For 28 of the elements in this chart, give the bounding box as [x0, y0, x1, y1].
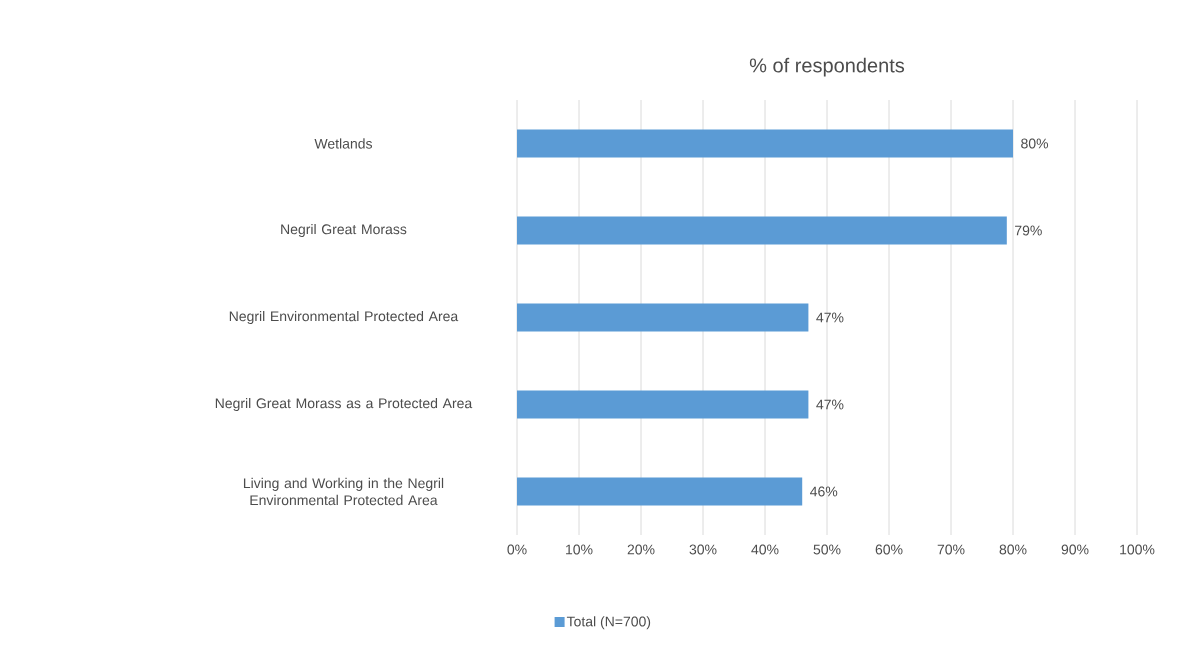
y-tick-label: Negril Environmental Protected Area	[229, 310, 459, 325]
data-label: 46%	[810, 486, 838, 497]
x-tick-label: 100%	[1120, 544, 1155, 555]
x-tick-label: 80%	[999, 544, 1027, 555]
x-tick-label: 60%	[875, 544, 903, 555]
data-label: 79%	[1015, 225, 1042, 236]
x-tick-label: 40%	[751, 544, 779, 555]
x-tick-label: 20%	[627, 544, 655, 555]
y-tick-label: Negril Great Morass as a Protected Area	[215, 397, 473, 412]
x-tick-label: 10%	[566, 544, 593, 555]
y-tick-label: Wetlands	[314, 138, 373, 149]
bar	[517, 129, 1014, 158]
chart-title: % of respondents	[749, 57, 905, 77]
x-tick-label: 0%	[507, 544, 527, 555]
y-tick-label: Living and Working in the Negril Environmental Protected Area	[243, 477, 444, 506]
data-label: 47%	[816, 312, 844, 323]
bar	[517, 303, 809, 332]
bar	[517, 477, 803, 506]
x-tick-label: 90%	[1061, 544, 1089, 555]
y-tick-label: Negril Great Morass	[281, 223, 407, 238]
legend-label: Total (N=700)	[566, 616, 651, 630]
x-tick-label: 50%	[813, 544, 841, 555]
x-tick-label: 70%	[937, 544, 965, 555]
data-label: 47%	[816, 399, 844, 410]
data-label: 80%	[1021, 138, 1049, 149]
bar	[517, 216, 1007, 245]
bar	[517, 390, 809, 419]
x-tick-label: 30%	[689, 544, 717, 555]
